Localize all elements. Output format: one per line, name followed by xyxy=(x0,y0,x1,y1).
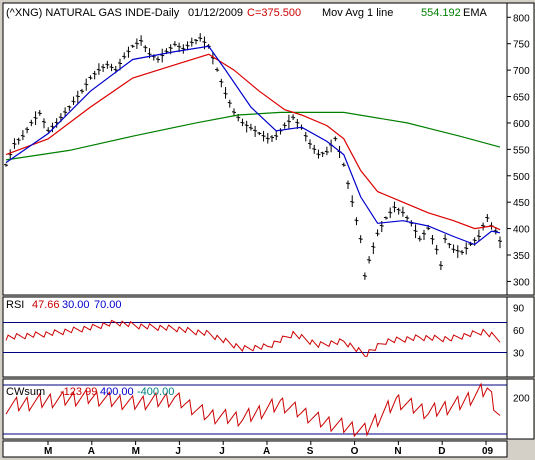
price-tick-label: 500 xyxy=(513,172,530,183)
month-tick-label: A xyxy=(263,446,270,457)
tick-group: 300 350 400 450 500 550 600 650 700 750 800 30 60 90 2… xyxy=(44,13,530,457)
cwsum-series-group xyxy=(3,382,507,438)
price-tick-label: 550 xyxy=(513,145,530,156)
month-tick-label: M xyxy=(44,446,52,457)
month-tick-label: D xyxy=(438,446,445,457)
chart-title: (^XNG) NATURAL GAS INDE-Daily xyxy=(6,7,180,19)
price-tick-label: 350 xyxy=(513,251,530,262)
price-tick-label: 400 xyxy=(513,225,530,236)
month-tick-label: O xyxy=(351,446,359,457)
price-series-group xyxy=(4,33,502,280)
price-tick-label: 800 xyxy=(513,13,530,24)
price-axis xyxy=(506,2,535,296)
rsi-panel xyxy=(2,296,508,378)
price-tick-label: 700 xyxy=(513,66,530,77)
rsi-line xyxy=(5,319,501,357)
cwsum-tick-label: 200 xyxy=(513,393,530,404)
rsi-tick-label: 90 xyxy=(513,304,525,315)
header-indicator: Mov Avg 1 line xyxy=(322,7,393,19)
rsi-series-group xyxy=(3,319,507,357)
price-tick-label: 750 xyxy=(513,40,530,51)
price-panel xyxy=(2,2,508,296)
cwsum-lower: -400.00 xyxy=(137,386,174,398)
rsi-tick-label: 30 xyxy=(513,349,525,360)
month-axis xyxy=(2,440,508,458)
price-tick-label: 650 xyxy=(513,93,530,104)
rsi-lower: 30.00 xyxy=(62,299,90,311)
cwsum-axis xyxy=(506,378,535,440)
month-tick-label: J xyxy=(175,446,181,457)
rsi-label: RSI xyxy=(6,299,24,311)
cwsum-label: CWsum xyxy=(6,386,45,398)
rsi-axis xyxy=(506,296,535,378)
price-tick-label: 600 xyxy=(513,119,530,130)
cwsum-line xyxy=(5,382,501,438)
rsi-value: 47.66 xyxy=(32,299,60,311)
cwsum-value: -123.99 xyxy=(60,386,97,398)
month-tick-label: 09 xyxy=(482,446,494,457)
header-close: C=375.500 xyxy=(247,7,301,19)
header-ema-label: EMA xyxy=(463,7,488,19)
ema-short-line xyxy=(5,45,501,246)
cwsum-upper: 400.00 xyxy=(100,386,134,398)
month-tick-label: N xyxy=(394,446,401,457)
ema-medium-line xyxy=(5,53,501,231)
month-tick-label: J xyxy=(219,446,225,457)
header-ema-value: 554.192 xyxy=(421,7,461,19)
price-tick-label: 300 xyxy=(513,277,530,288)
month-tick-label: A xyxy=(88,446,95,457)
ema-long-line xyxy=(5,111,501,161)
header-date: 01/12/2009 xyxy=(188,7,243,19)
month-tick-label: M xyxy=(132,446,140,457)
month-tick-label: S xyxy=(307,446,314,457)
price-tick-label: 450 xyxy=(513,198,530,209)
rsi-upper: 70.00 xyxy=(94,299,122,311)
rsi-tick-label: 60 xyxy=(513,326,525,337)
